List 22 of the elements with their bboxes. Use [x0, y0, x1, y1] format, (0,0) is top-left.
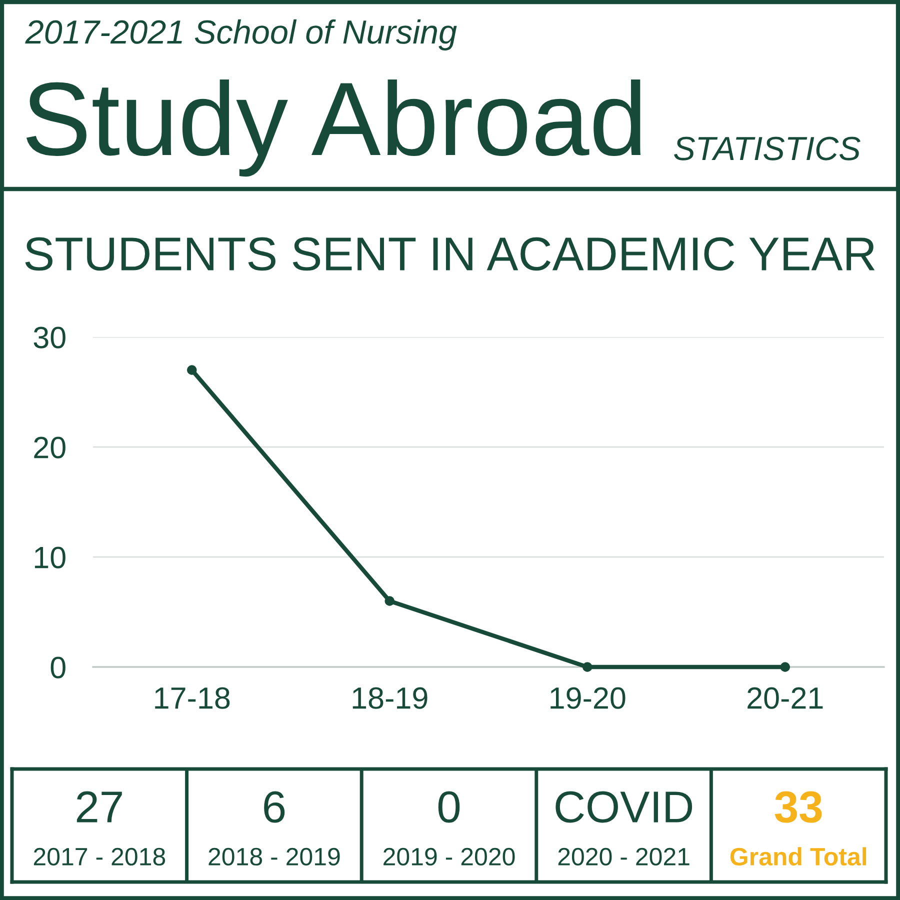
y-tick-label: 0 [50, 656, 66, 678]
x-tick-label: 17-18 [155, 687, 230, 709]
text: Study Abroad [26, 79, 640, 177]
y-tick-label: 30 [34, 326, 66, 348]
text: 2018 - 2019 [208, 848, 340, 866]
text: 6 [264, 791, 285, 823]
y-tick-label: 20 [34, 436, 66, 458]
text: 2020 - 2021 [558, 848, 690, 866]
text: COVID [556, 791, 692, 823]
text: 2017 - 2018 [34, 848, 166, 866]
x-tick-label: 18-19 [352, 687, 428, 709]
text: Grand Total [730, 847, 866, 866]
x-tick-label: 19-20 [550, 687, 626, 709]
y-tick-label: 10 [34, 546, 66, 568]
text: 2019 - 2020 [384, 848, 515, 866]
text: 33 [774, 791, 822, 823]
chart-title: STUDENTS SENT IN ACADEMIC YEAR [25, 237, 875, 271]
text: STATISTICS [674, 136, 860, 160]
text: 27 [76, 791, 122, 822]
x-tick-label: 20-21 [748, 687, 823, 709]
text: 0 [438, 791, 460, 823]
text: 2017-2021 School of Nursing [25, 19, 457, 50]
